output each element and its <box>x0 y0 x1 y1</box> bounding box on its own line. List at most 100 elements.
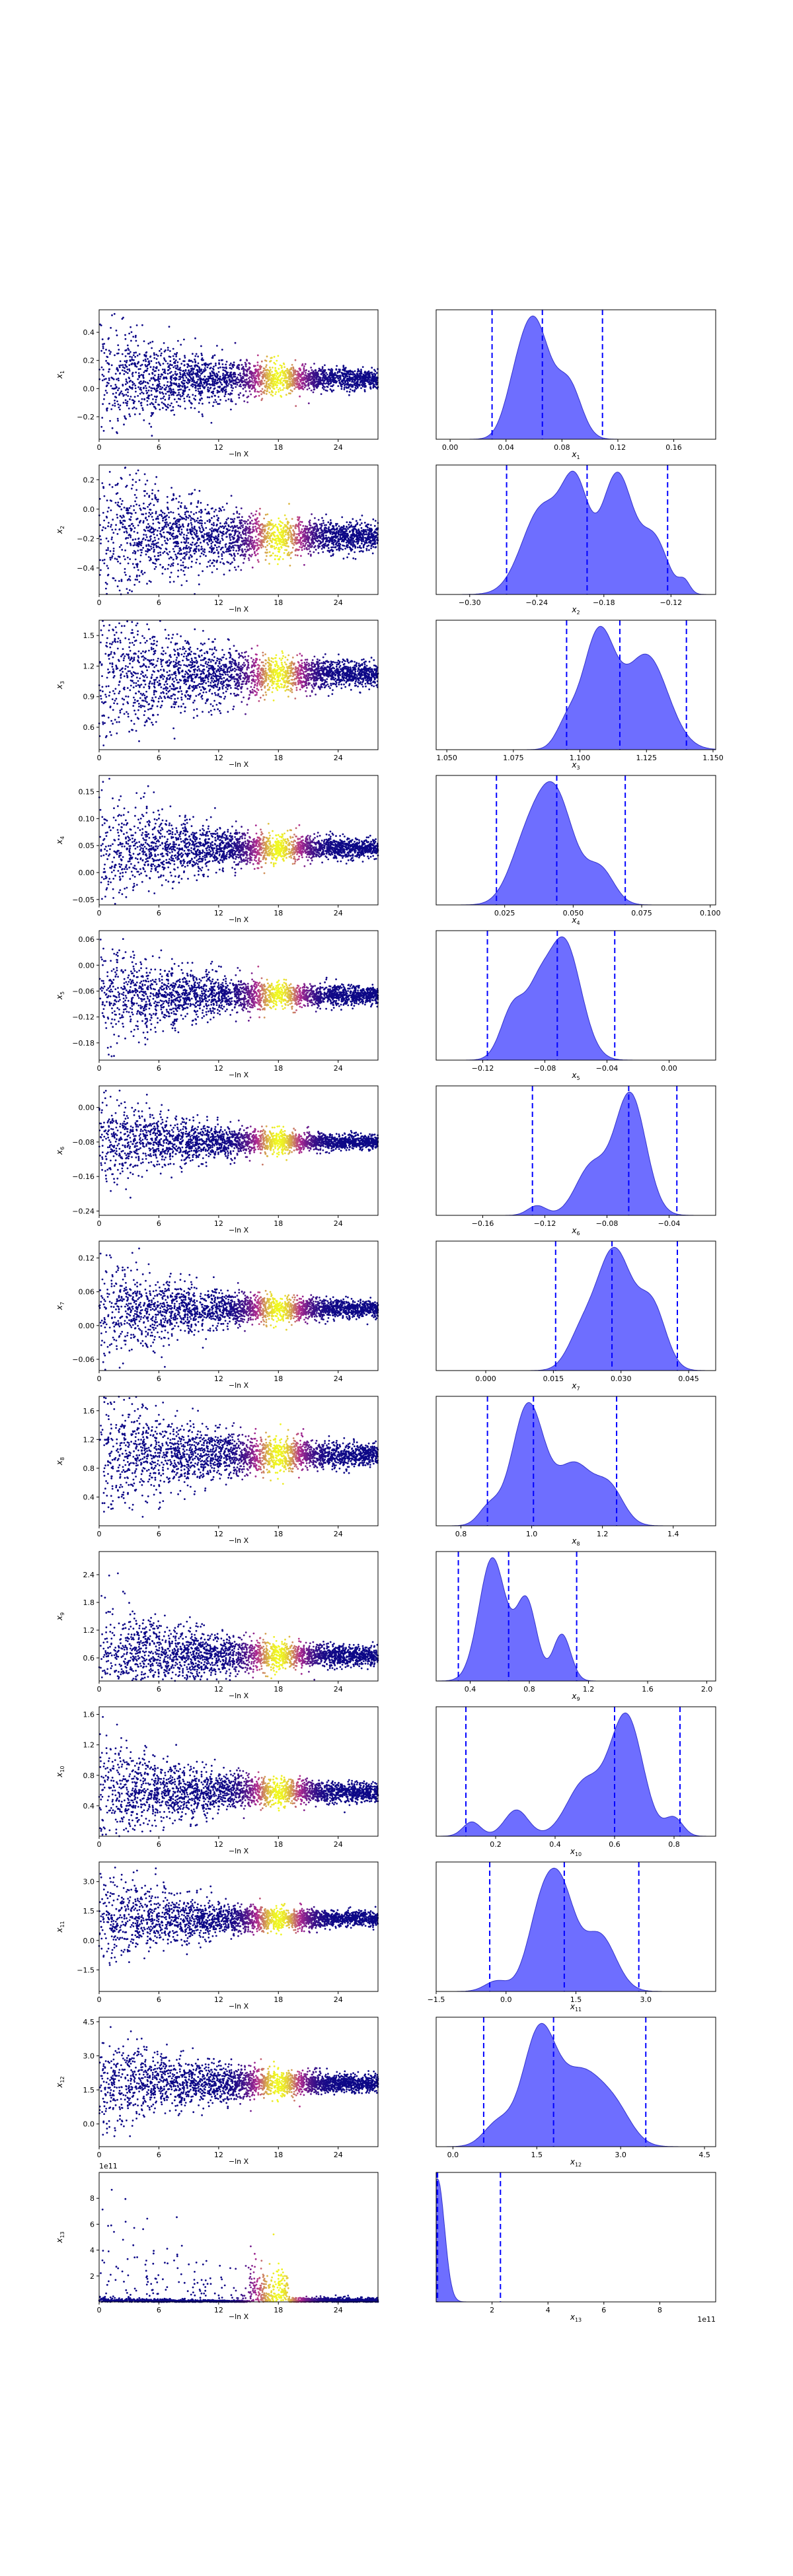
scatter-point <box>161 373 163 375</box>
scatter-point <box>284 375 286 377</box>
scatter-point <box>187 363 189 365</box>
scatter-point <box>131 487 133 489</box>
scatter-point <box>334 380 336 382</box>
scatter-point <box>143 360 145 362</box>
scatter-point <box>184 387 186 389</box>
scatter-point <box>194 528 196 530</box>
scatter-point <box>204 367 206 369</box>
scatter-point <box>184 355 186 357</box>
scatter-point <box>258 520 260 522</box>
scatter-point <box>152 522 154 524</box>
scatter-point <box>161 388 163 390</box>
scatter-point <box>274 534 276 536</box>
scatter-point <box>352 557 354 559</box>
scatter-point <box>116 431 118 433</box>
scatter-point <box>172 523 174 525</box>
scatter-point <box>195 562 197 564</box>
scatter-point <box>205 363 207 365</box>
scatter-point <box>151 390 153 392</box>
scatter-point <box>141 552 143 554</box>
scatter-point <box>348 371 350 373</box>
scatter-point <box>123 555 125 557</box>
scatter-point <box>153 376 155 378</box>
scatter-point <box>190 368 192 370</box>
scatter-point <box>118 378 120 380</box>
scatter-point <box>174 517 176 519</box>
scatter-point <box>143 392 145 394</box>
scatter-point <box>300 542 302 544</box>
scatter-point <box>186 386 188 388</box>
scatter-point <box>197 374 199 376</box>
scatter-point <box>150 426 152 428</box>
scatter-point <box>214 382 216 384</box>
scatter-point <box>256 545 258 547</box>
scatter-point <box>336 376 338 378</box>
scatter-point <box>324 373 326 375</box>
scatter-point <box>246 370 248 372</box>
scatter-point <box>272 385 274 387</box>
scatter-point <box>221 554 223 555</box>
scatter-point <box>228 376 230 378</box>
scatter-point <box>265 378 267 380</box>
scatter-point <box>243 388 245 390</box>
scatter-point <box>247 519 249 521</box>
scatter-point <box>303 376 305 378</box>
scatter-point <box>244 375 246 376</box>
scatter-point <box>313 392 315 394</box>
scatter-point <box>110 550 112 552</box>
scatter-point <box>215 363 217 365</box>
scatter-point <box>143 371 145 373</box>
scatter-point <box>289 378 291 380</box>
scatter-point <box>274 388 276 390</box>
scatter-point <box>306 376 308 378</box>
scatter-point <box>235 550 237 552</box>
scatter-point <box>357 387 359 389</box>
scatter-point <box>153 366 155 368</box>
scatter-point <box>219 522 221 524</box>
scatter-point <box>218 362 220 364</box>
scatter-point <box>178 405 180 407</box>
scatter-point <box>278 355 280 357</box>
scatter-point <box>130 380 132 382</box>
scatter-point <box>123 373 125 375</box>
scatter-point <box>266 549 268 551</box>
scatter-point <box>177 520 179 522</box>
scatter-point <box>329 376 331 378</box>
scatter-point <box>124 526 126 528</box>
scatter-point <box>199 375 201 377</box>
scatter-point <box>157 501 159 503</box>
scatter-point <box>266 360 268 362</box>
scatter-point <box>157 378 159 380</box>
scatter-point <box>138 376 140 378</box>
scatter-point <box>114 384 116 386</box>
scatter-point <box>127 537 129 539</box>
scatter-point <box>336 527 338 529</box>
scatter-point <box>116 369 118 371</box>
scatter-point <box>113 378 115 380</box>
scatter-point <box>140 402 142 404</box>
scatter-point <box>178 376 180 378</box>
scatter-point <box>243 558 245 560</box>
scatter-point <box>191 373 193 375</box>
scatter-point <box>132 375 134 377</box>
scatter-point <box>135 351 137 353</box>
scatter-point <box>231 368 233 370</box>
scatter-point <box>195 390 197 392</box>
scatter-point <box>124 531 126 533</box>
scatter-point <box>143 386 145 388</box>
scatter-point <box>104 378 106 380</box>
scatter-point <box>268 528 270 530</box>
scatter-point <box>201 354 203 356</box>
scatter-point <box>260 384 262 386</box>
scatter-point <box>124 507 126 509</box>
scatter-point <box>283 552 285 554</box>
scatter-point <box>141 364 143 366</box>
scatter-point <box>248 530 250 532</box>
scatter-point <box>313 382 315 384</box>
x-tick-label: 0.08 <box>554 443 570 452</box>
scatter-point <box>148 390 150 392</box>
scatter-point <box>343 557 345 559</box>
scatter-point <box>283 366 285 368</box>
scatter-point <box>107 511 109 513</box>
scatter-point <box>126 361 128 363</box>
